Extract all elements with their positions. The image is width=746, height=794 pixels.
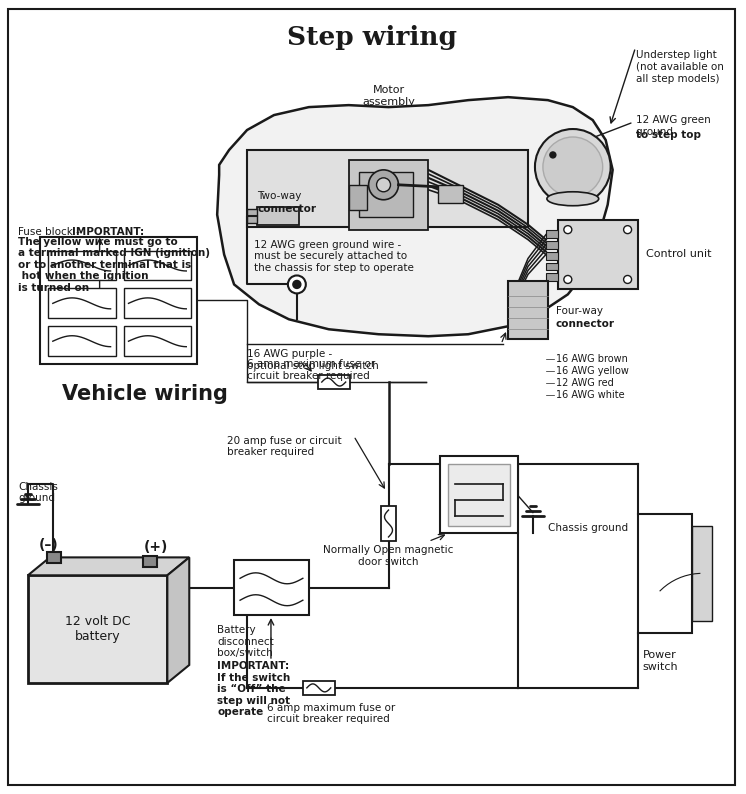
Text: 16 AWG white: 16 AWG white <box>556 390 624 400</box>
Bar <box>692 526 712 621</box>
Text: Step wiring: Step wiring <box>286 25 457 51</box>
Text: Four-way: Four-way <box>556 306 603 316</box>
Text: Chassis
ground: Chassis ground <box>18 482 57 503</box>
Text: 16 AWG yellow: 16 AWG yellow <box>556 366 629 376</box>
Circle shape <box>293 280 301 288</box>
Bar <box>47 553 60 564</box>
Bar <box>48 288 116 318</box>
Circle shape <box>624 276 632 283</box>
Polygon shape <box>28 557 189 576</box>
Circle shape <box>288 276 306 294</box>
Bar <box>440 456 518 534</box>
Bar <box>303 681 335 695</box>
Text: to step top: to step top <box>636 130 700 140</box>
Text: The yellow wire must go to
a terminal marked IGN (ignition)
or to another termin: The yellow wire must go to a terminal ma… <box>18 237 210 293</box>
Polygon shape <box>217 97 612 336</box>
Text: Power
switch: Power switch <box>642 650 678 672</box>
Circle shape <box>543 137 603 197</box>
Polygon shape <box>247 150 528 226</box>
Text: Understep light
(not available on
all step models): Understep light (not available on all st… <box>636 50 724 83</box>
Bar <box>439 185 463 202</box>
Bar <box>124 288 191 318</box>
Text: (–): (–) <box>39 538 59 553</box>
Bar <box>318 375 350 389</box>
Bar <box>234 561 309 615</box>
Circle shape <box>550 152 556 158</box>
Text: IMPORTANT:
If the switch
is “Off” the
step will not
operate: IMPORTANT: If the switch is “Off” the st… <box>217 661 290 718</box>
Text: 6 amp maximum fuse or
circuit breaker required: 6 amp maximum fuse or circuit breaker re… <box>267 703 395 724</box>
Circle shape <box>624 225 632 233</box>
Text: 12 AWG green ground wire -
must be securely attached to
the chassis for step to : 12 AWG green ground wire - must be secur… <box>254 240 414 273</box>
Circle shape <box>564 276 571 283</box>
Text: Battery
disconnect
box/switch: Battery disconnect box/switch <box>217 625 274 658</box>
Bar <box>40 237 197 364</box>
Text: IMPORTANT:: IMPORTANT: <box>72 226 144 237</box>
Text: 16 AWG purple -
optional step light switch: 16 AWG purple - optional step light swit… <box>247 349 379 371</box>
Text: Chassis ground: Chassis ground <box>548 523 628 534</box>
Text: Two-way: Two-way <box>257 191 301 201</box>
Text: connector: connector <box>556 319 615 330</box>
Bar <box>546 263 558 271</box>
Text: connector: connector <box>257 204 316 214</box>
Polygon shape <box>167 557 189 683</box>
Bar <box>508 281 548 339</box>
Bar <box>380 506 396 541</box>
Text: (+): (+) <box>143 541 168 554</box>
Text: 20 amp fuse or circuit
breaker required: 20 amp fuse or circuit breaker required <box>227 436 342 457</box>
Bar <box>48 326 116 357</box>
Text: Control unit: Control unit <box>645 249 711 259</box>
Circle shape <box>377 178 390 192</box>
Bar <box>546 252 558 260</box>
Text: 6 amp maximum fuse or
circuit breaker required: 6 amp maximum fuse or circuit breaker re… <box>247 359 375 381</box>
Bar <box>247 209 257 222</box>
Text: Motor
assembly: Motor assembly <box>362 85 415 107</box>
Circle shape <box>535 129 611 205</box>
Bar <box>448 464 510 526</box>
Bar <box>124 326 191 357</box>
Circle shape <box>369 170 398 200</box>
Bar <box>48 251 116 280</box>
Bar <box>546 229 558 237</box>
Bar <box>124 251 191 280</box>
Text: 12 AWG green
ground: 12 AWG green ground <box>636 115 710 137</box>
Text: 16 AWG brown: 16 AWG brown <box>556 354 627 364</box>
Bar <box>638 514 692 633</box>
Bar <box>546 241 558 249</box>
Bar <box>348 185 366 210</box>
Bar <box>348 160 428 229</box>
Text: Normally Open magnetic
door switch: Normally Open magnetic door switch <box>323 545 454 567</box>
Ellipse shape <box>547 192 599 206</box>
Text: Fuse block -: Fuse block - <box>18 226 83 237</box>
Bar <box>546 273 558 281</box>
Text: 12 volt DC
battery: 12 volt DC battery <box>65 615 131 643</box>
Text: 12 AWG red: 12 AWG red <box>556 378 614 388</box>
Bar <box>359 172 413 217</box>
Bar <box>558 220 638 289</box>
Text: Vehicle wiring: Vehicle wiring <box>61 384 228 404</box>
Bar <box>28 576 167 683</box>
Circle shape <box>564 225 571 233</box>
Bar <box>257 206 299 225</box>
Bar <box>143 557 157 568</box>
